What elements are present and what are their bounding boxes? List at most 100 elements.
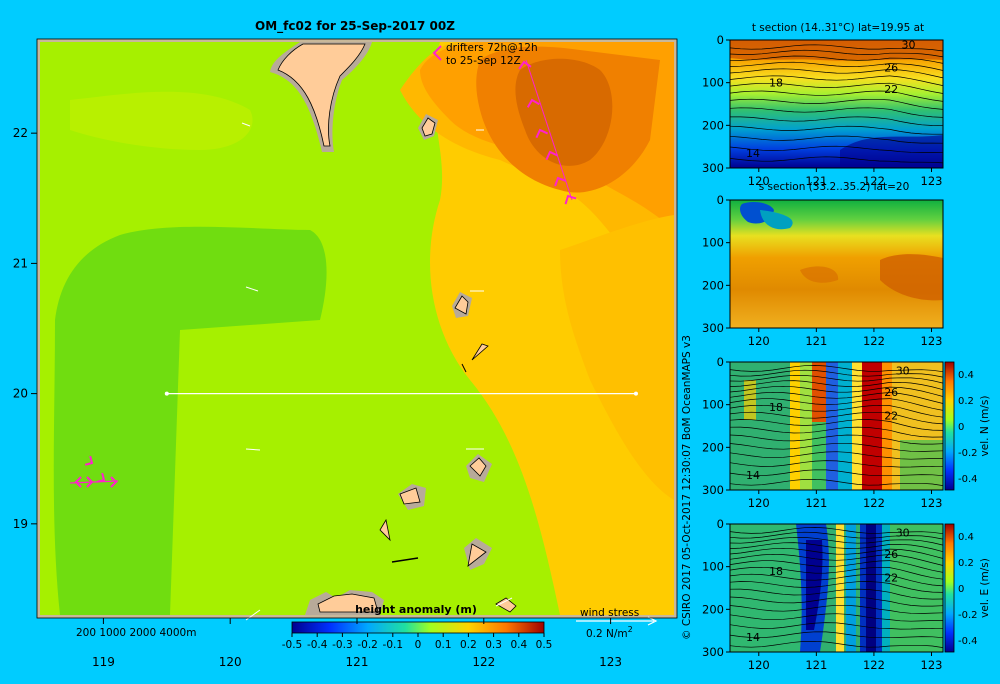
contour-line xyxy=(729,442,944,452)
contour-line xyxy=(730,116,944,127)
contour-line xyxy=(729,536,944,546)
map-x-tick-label: 120 xyxy=(219,655,242,669)
vel-n-frame xyxy=(729,361,944,491)
wind-arrow xyxy=(241,122,251,127)
drifter-chevron-icon xyxy=(110,476,118,488)
wind-stress-label: wind stress xyxy=(580,607,639,619)
contour-line xyxy=(729,469,944,477)
wind-arrow xyxy=(495,597,513,607)
vel-colorbar-tick-label: -0.4 xyxy=(958,474,978,485)
panel-y-tick-label: 200 xyxy=(702,440,724,454)
contour-line xyxy=(729,90,944,102)
map-axes: 119 120 121 122 123 19 20 21 22 xyxy=(13,38,678,669)
panel-y-tick-label: 0 xyxy=(717,33,724,47)
vel-n-colorbar-label: vel. N (m/s) xyxy=(979,396,991,457)
panel-y-tick-label: 100 xyxy=(702,398,724,412)
height-anomaly-field xyxy=(40,42,674,615)
map-y-tick-label: 19 xyxy=(13,517,28,531)
drifter-chevron-icon xyxy=(554,176,567,187)
contour-line xyxy=(729,98,944,110)
contour-label: 26 xyxy=(884,62,898,75)
contour-label: 14 xyxy=(746,469,760,482)
map-y-tick-label: 21 xyxy=(13,256,28,270)
panel-x-tick-label: 120 xyxy=(748,658,770,672)
colorbar-tick-label: 0.5 xyxy=(536,639,553,651)
panel-y-tick-label: 100 xyxy=(702,560,724,574)
drifter-chevron-icon xyxy=(535,128,549,139)
contour-label: 18 xyxy=(769,565,783,578)
contour-label: 14 xyxy=(746,631,760,644)
colorbar-tick-label: -0.5 xyxy=(282,639,303,651)
contour-label: 18 xyxy=(769,401,783,414)
vel-colorbar-tick-label: 0.4 xyxy=(958,532,974,543)
s-section-title: s section (33.2..35.2) lat=20 xyxy=(759,181,910,193)
contour-line xyxy=(729,478,944,486)
panel-y-tick-label: 0 xyxy=(717,517,724,531)
panel-x-tick-label: 121 xyxy=(805,174,827,188)
contour-line xyxy=(729,560,944,573)
panel-y-tick-label: 100 xyxy=(702,236,724,250)
panel-y-tick-label: 300 xyxy=(702,321,724,335)
colorbar-tick-label: 0.3 xyxy=(485,639,502,651)
vel-e-contours: 30 26 22 18 14 xyxy=(729,527,944,648)
drifter-chevron-icon xyxy=(84,455,94,466)
contour-line xyxy=(729,374,944,384)
colorbar-tick-label: -0.3 xyxy=(332,639,353,651)
map-title: OM_fc02 for 25-Sep-2017 00Z xyxy=(255,19,455,34)
contour-label: 30 xyxy=(896,365,910,378)
contour-line xyxy=(729,398,944,411)
panel-x-tick-label: 123 xyxy=(921,174,943,188)
vel-colorbar-tick-label: 0.2 xyxy=(958,396,974,407)
panel-y-tick-label: 200 xyxy=(702,118,724,132)
contour-label: 18 xyxy=(769,77,783,90)
height-anomaly-colorbar xyxy=(291,621,545,634)
contour-line xyxy=(729,553,944,566)
contour-line xyxy=(729,385,944,397)
drifter-track-line xyxy=(525,59,573,201)
drifter-chevron-icon xyxy=(526,98,540,108)
contour-label: 22 xyxy=(884,409,898,422)
section-line xyxy=(164,391,638,396)
credit-text: © CSIRO 2017 05-Oct-2017 12:30:07 BoM Oc… xyxy=(681,335,693,640)
drifter-chevron-icon xyxy=(545,150,559,161)
colorbar-tick-label: -0.1 xyxy=(383,639,404,651)
contour-line xyxy=(729,391,944,404)
contour-line xyxy=(729,460,944,468)
drifter-label-line1: drifters 72h@12h xyxy=(446,42,538,54)
panel-y-tick-label: 300 xyxy=(702,161,724,175)
vel-e-colorbar-label: vel. E (m/s) xyxy=(979,558,991,618)
contour-line xyxy=(729,604,944,614)
section-start-marker xyxy=(164,391,169,396)
panel-x-tick-label: 120 xyxy=(748,174,770,188)
panel-x-tick-label: 121 xyxy=(805,658,827,672)
colorbar-tick-label: 0 xyxy=(415,639,422,651)
drifter-chevron-icon xyxy=(564,194,577,205)
contour-line xyxy=(729,369,944,378)
contour-line xyxy=(729,135,944,144)
contour-line xyxy=(729,573,944,587)
colorbar-tick-labels: -0.5 -0.4 -0.3 -0.2 -0.1 0 0.1 0.2 0.3 0.4 0.5 xyxy=(282,633,553,651)
map-x-tick-label: 121 xyxy=(346,655,369,669)
contour-label: 22 xyxy=(884,571,898,584)
contour-label: 26 xyxy=(884,386,898,399)
map-y-tick-label: 20 xyxy=(13,387,28,401)
contour-line xyxy=(729,145,944,154)
s-section-field xyxy=(730,200,943,328)
contour-line xyxy=(729,75,944,86)
wind-arrow xyxy=(245,286,259,292)
contour-line xyxy=(729,49,944,58)
s-section-frame xyxy=(729,199,944,329)
contour-line xyxy=(729,380,944,391)
contour-label: 30 xyxy=(896,527,910,540)
panel-x-tick-label: 123 xyxy=(921,658,943,672)
vel-n-colorbar xyxy=(944,361,955,491)
contour-line xyxy=(729,434,944,445)
map-y-tick-label: 22 xyxy=(13,126,28,140)
contour-line xyxy=(729,82,944,94)
contour-line xyxy=(729,451,944,460)
vel-colorbar-tick-label: -0.4 xyxy=(958,636,978,647)
colorbar-tick-label: 0.1 xyxy=(435,639,452,651)
drifter-chevron-icon xyxy=(432,45,442,61)
